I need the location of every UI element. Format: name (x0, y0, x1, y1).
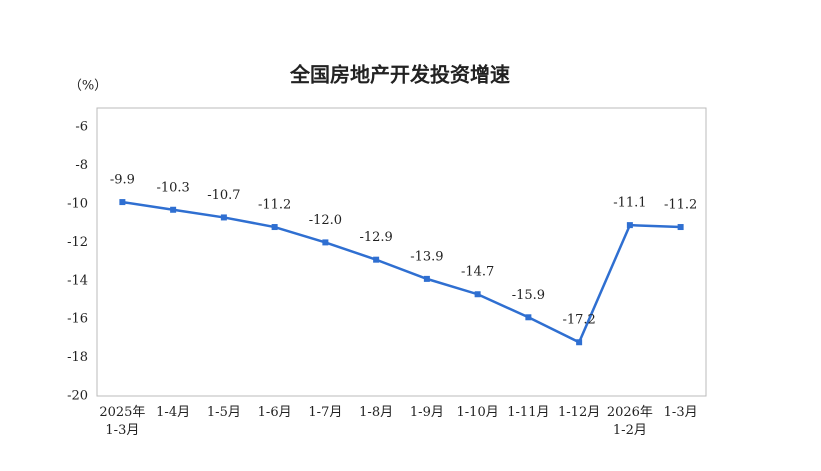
point-marker (677, 224, 684, 231)
y-tick-label: -8 (75, 158, 88, 173)
point-marker (119, 199, 126, 206)
x-tick-label: 1-5月 (207, 405, 241, 420)
value-label: -9.9 (110, 173, 135, 188)
y-tick-label: -10 (67, 197, 88, 212)
value-label: -12.0 (309, 213, 342, 228)
point-marker (525, 314, 532, 321)
point-marker (423, 275, 430, 282)
value-label: -12.9 (359, 230, 392, 245)
point-marker (170, 206, 177, 213)
point-marker (322, 239, 329, 246)
x-tick-label: 1-10月 (457, 405, 499, 420)
value-label: -13.9 (410, 249, 443, 264)
y-tick-label: -12 (67, 235, 88, 250)
value-label: -11.2 (664, 198, 697, 213)
value-label: -15.9 (512, 288, 545, 303)
plot-frame (96, 107, 707, 397)
value-label: -11.2 (258, 198, 291, 213)
y-tick-label: -18 (67, 350, 88, 365)
x-tick-label: 1-7月 (308, 405, 342, 420)
chart-title: 全国房地产开发投资增速 (289, 63, 510, 87)
value-label: -10.3 (156, 180, 189, 195)
point-marker (626, 222, 633, 229)
point-marker (271, 224, 278, 231)
value-label: -17.2 (562, 313, 595, 328)
x-tick-label: 1-8月 (359, 405, 393, 420)
x-tick-label: 1-3月 (664, 405, 698, 420)
point-marker (220, 214, 227, 221)
data-line (122, 200, 681, 344)
point-marker (576, 339, 583, 346)
y-tick-label: -6 (75, 120, 88, 135)
x-tick-label: 2026年 1-2月 (607, 405, 653, 438)
x-tick-label: 1-4月 (156, 405, 190, 420)
point-marker (373, 256, 380, 263)
point-marker (474, 291, 481, 298)
y-tick-label: -20 (67, 389, 88, 404)
x-tick-label: 1-6月 (258, 405, 292, 420)
y-axis-label: （%） (69, 79, 107, 94)
x-tick-label: 1-12月 (558, 405, 600, 420)
x-tick-label: 1-9月 (410, 405, 444, 420)
x-tick-label: 2025年 1-3月 (99, 405, 145, 438)
value-label: -10.7 (207, 188, 240, 203)
x-tick-label: 1-11月 (507, 405, 549, 420)
value-label: -11.1 (613, 196, 646, 211)
value-label: -14.7 (461, 265, 494, 280)
y-tick-label: -16 (67, 312, 88, 327)
y-tick-label: -14 (67, 273, 88, 288)
